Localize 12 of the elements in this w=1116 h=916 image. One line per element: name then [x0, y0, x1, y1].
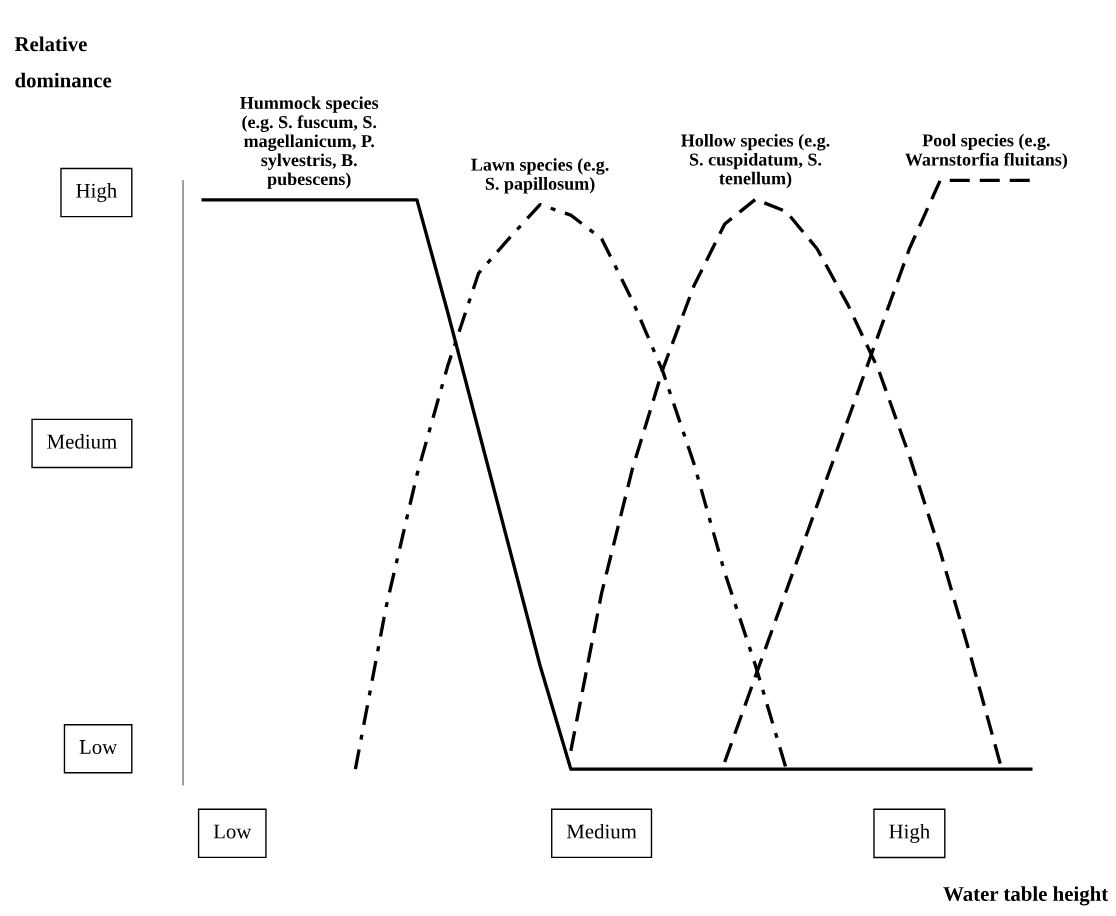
text: High — [76, 183, 117, 203]
x-tick-label: Low — [213, 824, 252, 839]
series-label: Lawn species (e.g. S. papillosum) — [471, 158, 609, 194]
x-axis-title: Water table height — [943, 886, 1109, 906]
series-label: Pool species (e.g. Warnstorfia fluitans) — [905, 133, 1068, 170]
text: Medium — [47, 433, 117, 449]
text: Hollow species (e.g. S. cuspidatum, S. tenellum) — [681, 133, 830, 189]
x-tick-label: Medium — [566, 823, 637, 839]
series-label: Hummock species (e.g. S. fuscum, S. magellanicum, P. sylvestris, B. pubescens) — [240, 96, 379, 189]
x-tick-label: High — [889, 823, 930, 843]
text: Relative dominance — [14, 36, 112, 88]
text: Low — [79, 740, 118, 754]
